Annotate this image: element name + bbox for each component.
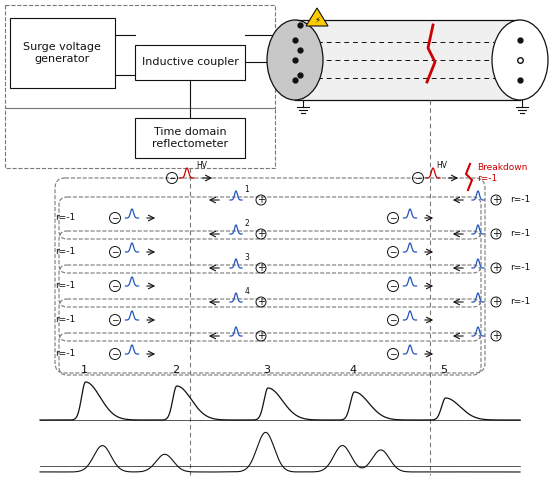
Text: −: − [389, 282, 397, 290]
Text: −: − [389, 315, 397, 325]
Text: 3: 3 [263, 365, 270, 375]
Text: +: + [257, 195, 265, 205]
Text: r=-1: r=-1 [55, 213, 75, 223]
Text: 3: 3 [245, 254, 250, 262]
Text: +: + [492, 263, 500, 273]
Text: r=-1: r=-1 [510, 196, 530, 204]
Text: +: + [492, 195, 500, 205]
Text: −: − [112, 213, 119, 223]
Text: 1: 1 [81, 365, 88, 375]
Text: −: − [389, 350, 397, 358]
Text: −: − [168, 173, 176, 183]
Text: r=-1: r=-1 [55, 282, 75, 290]
Text: −: − [112, 315, 119, 325]
Text: Breakdown
r=-1: Breakdown r=-1 [477, 163, 527, 183]
Text: 4: 4 [349, 365, 357, 375]
Text: 4: 4 [245, 287, 250, 297]
Text: Time domain
reflectometer: Time domain reflectometer [152, 127, 228, 149]
Text: −: − [112, 247, 119, 256]
Text: −: − [389, 247, 397, 256]
Ellipse shape [267, 20, 323, 100]
Text: +: + [257, 331, 265, 341]
Text: +: + [492, 297, 500, 307]
Text: 2: 2 [245, 219, 250, 228]
Bar [295, 20, 520, 100]
Bar [135, 45, 245, 80]
Bar [5, 108, 275, 168]
Text: +: + [257, 229, 265, 239]
Text: −: − [389, 213, 397, 223]
Text: −: − [112, 350, 119, 358]
Text: +: + [257, 297, 265, 307]
Bar [10, 18, 115, 88]
Text: +: + [492, 331, 500, 341]
Text: Inductive coupler: Inductive coupler [141, 57, 238, 67]
Text: r=-1: r=-1 [55, 350, 75, 358]
Polygon shape [306, 8, 328, 26]
Text: r=-1: r=-1 [510, 229, 530, 239]
Text: ⚡: ⚡ [314, 15, 320, 25]
Text: HV: HV [436, 160, 447, 170]
Text: +: + [257, 263, 265, 273]
Text: +: + [492, 229, 500, 239]
Text: r=-1: r=-1 [55, 315, 75, 325]
Text: HV: HV [196, 160, 207, 170]
Text: r=-1: r=-1 [510, 298, 530, 307]
Text: −: − [112, 282, 119, 290]
Text: 5: 5 [440, 365, 448, 375]
Text: 1: 1 [245, 185, 250, 195]
Text: Surge voltage
generator: Surge voltage generator [23, 42, 101, 64]
Bar [5, 5, 275, 108]
Text: r=-1: r=-1 [510, 264, 530, 272]
Text: 2: 2 [172, 365, 179, 375]
Bar [135, 118, 245, 158]
Text: −: − [414, 173, 422, 183]
Ellipse shape [492, 20, 548, 100]
Text: r=-1: r=-1 [55, 247, 75, 256]
